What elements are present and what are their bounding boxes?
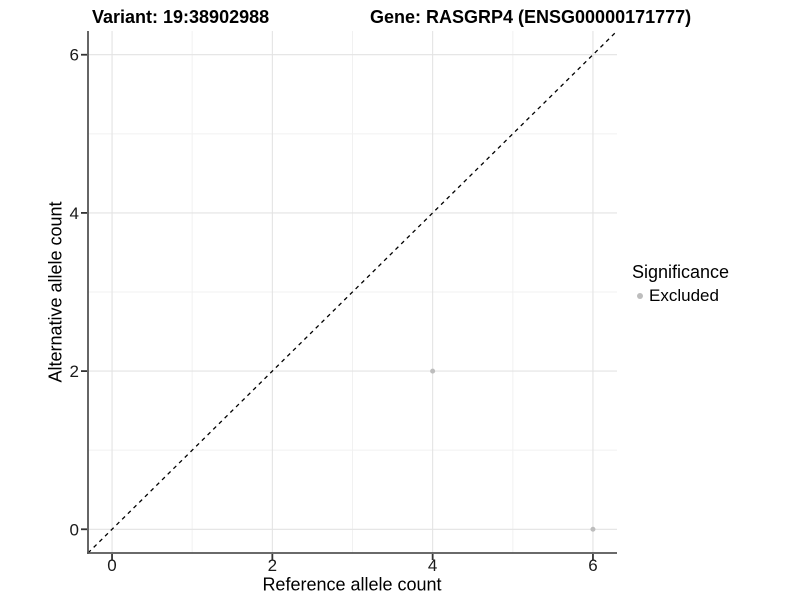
x-tick-label: 4 xyxy=(428,556,437,575)
x-tick-label: 0 xyxy=(107,556,116,575)
y-axis-title: Alternative allele count xyxy=(45,201,66,383)
data-point xyxy=(590,526,596,532)
identity-dashed-line xyxy=(87,30,618,554)
legend-key-circle-icon xyxy=(637,293,643,299)
legend-title: Significance xyxy=(632,262,730,282)
legend-item-excluded: Excluded xyxy=(632,286,729,306)
y-tick-label: 6 xyxy=(70,46,79,65)
y-tick-label: 0 xyxy=(70,520,79,539)
plot-title-variant: Variant: 19:38902988 xyxy=(92,7,270,27)
x-axis-title: Reference allele count xyxy=(262,574,442,595)
data-point xyxy=(430,368,436,374)
y-tick-label: 2 xyxy=(70,362,79,381)
plot-title-gene: Gene: RASGRP4 (ENSG00000171777) xyxy=(370,7,692,27)
legend: Significance Excluded xyxy=(632,262,729,306)
x-tick-label: 6 xyxy=(588,556,597,575)
y-tick-label: 4 xyxy=(70,204,79,223)
x-tick-label: 2 xyxy=(268,556,277,575)
legend-item-label: Excluded xyxy=(649,286,719,305)
